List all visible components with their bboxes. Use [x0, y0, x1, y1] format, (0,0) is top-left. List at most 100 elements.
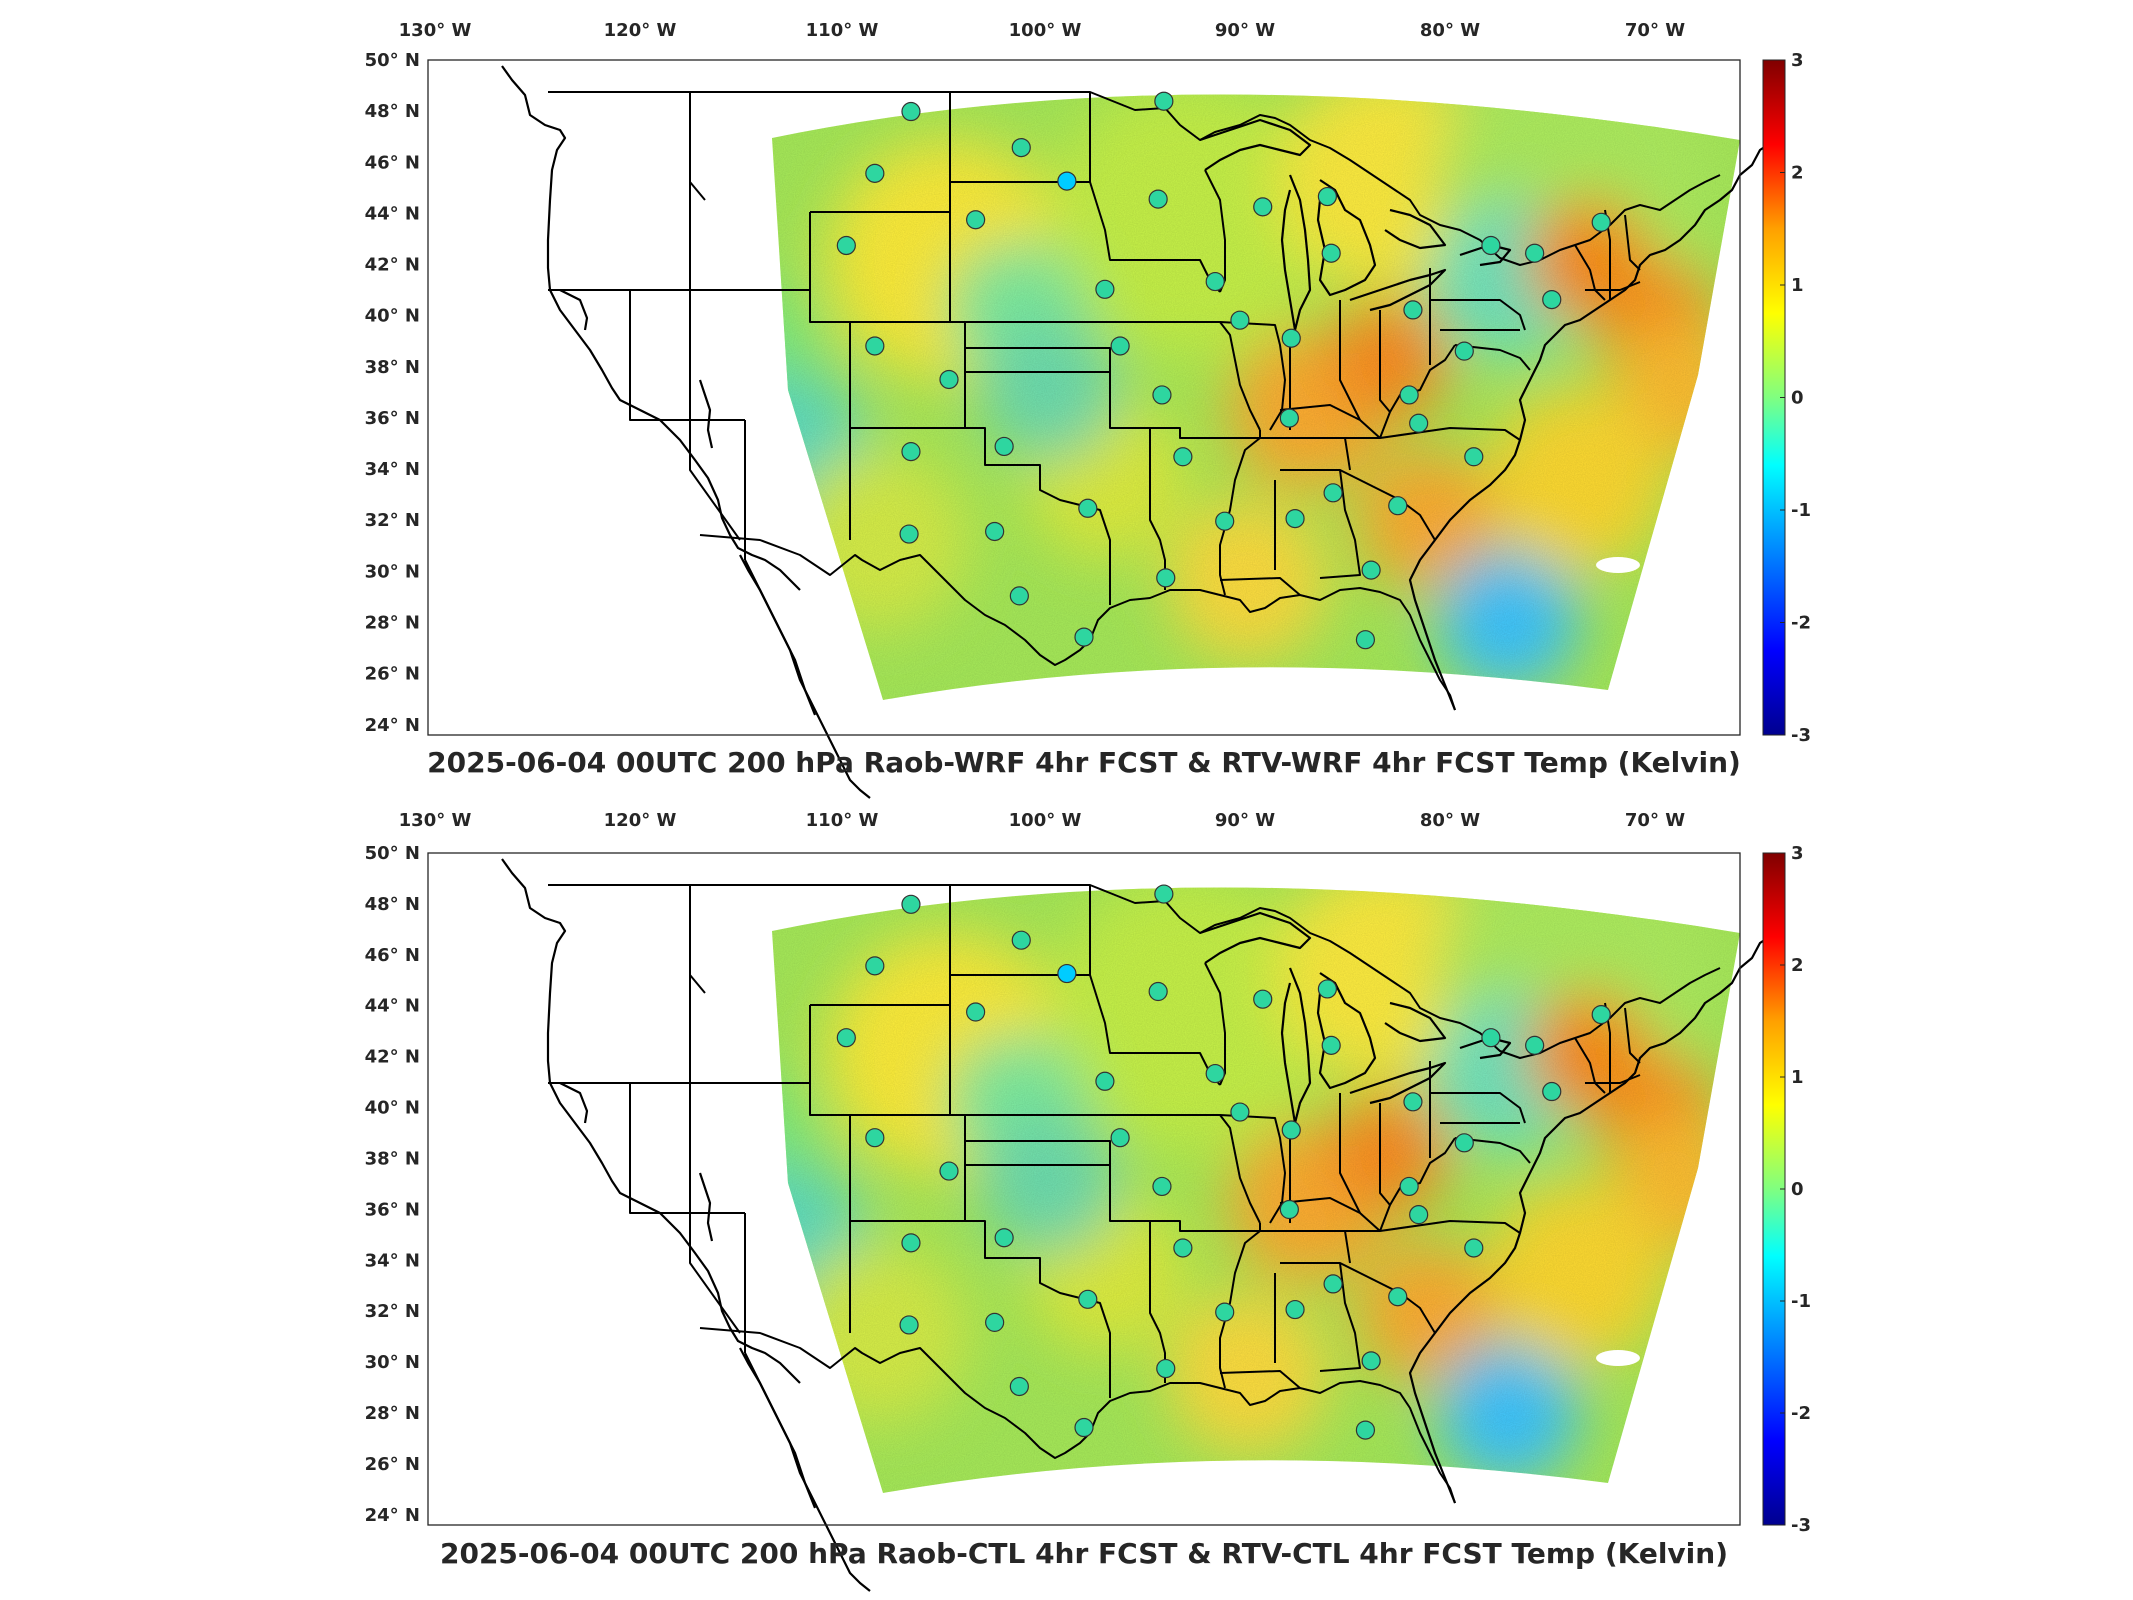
- station-marker: [1285, 508, 1305, 529]
- station-marker: [1230, 310, 1250, 330]
- station-marker: [966, 1002, 986, 1022]
- station-marker: [1591, 212, 1611, 232]
- lat-label: 24° N: [365, 1505, 420, 1526]
- station-marker: [1285, 1299, 1305, 1320]
- station-marker: [1074, 627, 1094, 647]
- lat-label: 48° N: [365, 894, 420, 915]
- station-marker: [1279, 1199, 1299, 1220]
- station-marker: [1454, 1133, 1474, 1153]
- lon-label: 80° W: [1420, 810, 1480, 831]
- station-marker: [865, 956, 885, 976]
- station-marker: [994, 436, 1014, 457]
- station-marker: [1388, 496, 1408, 516]
- station-marker: [1078, 1289, 1098, 1309]
- lon-label: 110° W: [806, 20, 879, 41]
- station-marker: [1152, 385, 1172, 405]
- station-marker: [1317, 186, 1337, 207]
- station-marker: [899, 1315, 919, 1335]
- lat-label: 50° N: [365, 50, 420, 71]
- station-marker: [1173, 447, 1193, 467]
- station-marker: [939, 369, 959, 390]
- station-marker: [1281, 328, 1301, 348]
- station-marker: [1011, 930, 1031, 950]
- station-marker: [1323, 483, 1343, 503]
- station-marker: [1156, 568, 1176, 588]
- panel-title: 2025-06-04 00UTC 200 hPa Raob-CTL 4hr FC…: [440, 1537, 1728, 1570]
- colorbar-tick-label: -3: [1791, 1515, 1811, 1536]
- station-marker: [865, 336, 885, 356]
- station-marker: [1481, 235, 1501, 256]
- station-marker: [1355, 1420, 1376, 1440]
- colorbar-tick-label: 2: [1791, 163, 1804, 184]
- lat-label: 32° N: [365, 1301, 420, 1322]
- lat-label: 36° N: [365, 408, 420, 429]
- lat-label: 26° N: [365, 1454, 420, 1475]
- station-marker: [1361, 560, 1381, 580]
- station-marker: [1279, 408, 1299, 428]
- station-marker: [966, 210, 986, 230]
- station-marker: [1156, 1358, 1176, 1379]
- lat-label: 40° N: [365, 306, 420, 327]
- station-marker: [1154, 884, 1174, 904]
- station-marker: [1074, 1417, 1094, 1438]
- station-marker: [1148, 189, 1168, 209]
- station-marker: [865, 163, 885, 183]
- panel-top: 130° W 120° W 110° W 100° W 90° W 80° W 70° W 5…: [365, 20, 1811, 800]
- station-marker: [1388, 1287, 1408, 1307]
- station-marker: [1095, 279, 1115, 299]
- lon-label: 130° W: [399, 810, 472, 831]
- lat-label: 34° N: [365, 459, 420, 480]
- station-marker: [1591, 1004, 1611, 1025]
- lat-label: 44° N: [365, 996, 420, 1017]
- station-marker: [1321, 243, 1341, 263]
- lat-label: 40° N: [365, 1098, 420, 1119]
- lat-label: 42° N: [365, 255, 420, 276]
- station-marker: [1361, 1351, 1381, 1371]
- lat-label: 42° N: [365, 1047, 420, 1068]
- station-marker: [1399, 385, 1419, 405]
- colorbar-tick-label: -1: [1791, 1291, 1811, 1312]
- station-marker: [865, 1128, 885, 1148]
- station-marker: [1152, 1176, 1172, 1197]
- station-marker: [1148, 981, 1168, 1002]
- station-marker: [1317, 979, 1337, 999]
- lat-label: 48° N: [365, 101, 420, 122]
- station-marker: [1215, 511, 1235, 531]
- lon-label: 130° W: [399, 20, 472, 41]
- lat-label: 46° N: [365, 945, 420, 966]
- lon-label: 120° W: [604, 810, 677, 831]
- lon-label: 80° W: [1420, 20, 1480, 41]
- lat-label: 32° N: [365, 510, 420, 531]
- station-marker: [985, 1312, 1005, 1332]
- station-marker: [836, 1028, 856, 1048]
- lat-label: 28° N: [365, 1403, 420, 1424]
- lat-label: 36° N: [365, 1199, 420, 1220]
- colorbar-tick-label: 1: [1791, 275, 1804, 296]
- lat-label: 46° N: [365, 152, 420, 173]
- station-marker: [1464, 1238, 1484, 1258]
- lat-label: 26° N: [365, 664, 420, 685]
- station-marker: [1323, 1274, 1343, 1294]
- station-marker: [1230, 1102, 1250, 1122]
- station-marker: [1009, 1376, 1029, 1397]
- station-marker: [1095, 1071, 1115, 1091]
- colorbar-tick-label: 2: [1791, 955, 1804, 976]
- station-marker: [1525, 243, 1545, 263]
- station-marker: [1110, 1128, 1130, 1148]
- station-marker: [1355, 630, 1376, 650]
- station-marker: [1321, 1035, 1341, 1055]
- station-marker: [1253, 989, 1273, 1009]
- station-marker: [1078, 498, 1098, 518]
- lat-label: 44° N: [365, 203, 420, 224]
- colorbar-tick-label: 0: [1791, 1179, 1804, 1200]
- lat-label: 38° N: [365, 1148, 420, 1169]
- station-marker: [901, 1233, 921, 1253]
- station-marker: [1057, 963, 1077, 984]
- lon-label: 110° W: [806, 810, 879, 831]
- lat-label: 28° N: [365, 613, 420, 634]
- station-marker: [994, 1228, 1014, 1248]
- lat-label: 38° N: [365, 357, 420, 378]
- station-marker: [1464, 447, 1484, 467]
- station-marker: [901, 101, 921, 122]
